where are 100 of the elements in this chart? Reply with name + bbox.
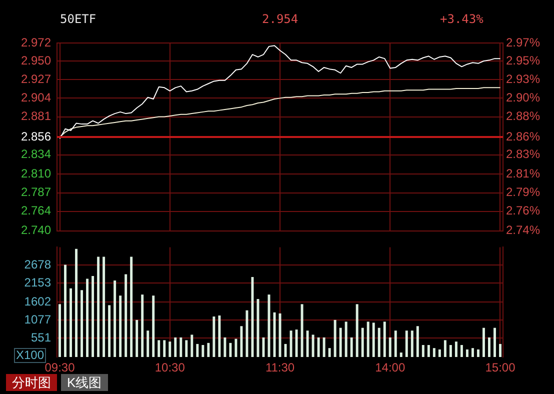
- bar: [86, 278, 89, 357]
- bar: [300, 304, 304, 357]
- y-tick-label: 2678: [24, 257, 52, 272]
- y2-tick-label: 2.97%: [506, 36, 540, 50]
- y-tick-label: 2.927: [20, 72, 52, 86]
- y2-tick-label: 2.74%: [506, 223, 540, 238]
- bar: [207, 342, 210, 357]
- bar: [366, 322, 370, 357]
- y-tick-label: 2.950: [20, 53, 52, 68]
- bar: [268, 294, 270, 357]
- bar: [322, 337, 326, 357]
- bar: [212, 316, 216, 357]
- chart-title: 50ETF: [60, 12, 96, 26]
- bar: [229, 342, 232, 357]
- bar: [185, 340, 188, 357]
- bar: [394, 330, 397, 357]
- bar: [174, 337, 177, 357]
- bar: [444, 340, 446, 357]
- x-tick-label: 11:30: [265, 360, 295, 375]
- bar: [356, 304, 358, 357]
- y2-tick-label: 2.90%: [506, 90, 540, 104]
- bar: [306, 330, 309, 357]
- bar: [416, 326, 419, 357]
- text: 分时图: [6, 374, 57, 391]
- bar: [449, 344, 452, 357]
- x-tick-label: 15:00: [485, 360, 516, 375]
- bar: [438, 349, 441, 357]
- y2-tick-label: 2.83%: [506, 147, 540, 162]
- bar: [108, 305, 111, 357]
- y-tick-label: 2.810: [20, 166, 52, 181]
- y-tick-label: 1077: [24, 312, 52, 326]
- bar: [378, 328, 380, 357]
- y-tick-label: 2.972: [20, 36, 52, 50]
- bar: [75, 248, 78, 357]
- bar: [471, 348, 474, 357]
- bar: [328, 348, 331, 357]
- bar: [58, 304, 61, 357]
- bar: [290, 330, 292, 357]
- text: 2.954: [262, 12, 298, 26]
- bar: [224, 337, 226, 357]
- bar: [256, 299, 260, 357]
- bar: [92, 276, 94, 357]
- bar: [476, 349, 480, 357]
- bar: [432, 348, 436, 357]
- text: K线图: [61, 374, 108, 391]
- bar: [141, 294, 144, 357]
- x-tick-label: 10:30: [154, 360, 186, 375]
- y2-tick-label: 2.95%: [506, 53, 540, 68]
- y-tick-label: 2.764: [20, 204, 52, 218]
- bar: [190, 334, 194, 357]
- bar: [361, 328, 364, 357]
- y2-tick-label: 2.93%: [506, 72, 540, 86]
- x-tick-label: 14:00: [375, 360, 406, 375]
- y-tick-label: 2.856: [20, 129, 52, 144]
- bar: [383, 322, 386, 357]
- bar: [317, 337, 320, 357]
- y-tick-label: 2.904: [20, 90, 52, 104]
- bar: [499, 344, 502, 357]
- bar: [234, 338, 238, 357]
- bar: [130, 256, 133, 357]
- bar: [494, 328, 496, 357]
- bar: [136, 320, 138, 357]
- y2-tick-label: 2.86%: [506, 129, 540, 144]
- bar: [262, 337, 265, 357]
- y2-tick-label: 2.88%: [506, 109, 540, 124]
- bar: [80, 290, 84, 357]
- y-axis-title: X100: [14, 348, 46, 363]
- bar: [466, 349, 468, 357]
- bar: [64, 264, 66, 357]
- bar: [422, 344, 424, 357]
- y2-tick-label: 2.81%: [506, 166, 540, 181]
- bar: [114, 280, 116, 357]
- bar: [482, 328, 485, 357]
- bar: [410, 330, 414, 357]
- bar: [454, 342, 458, 357]
- bar: [146, 330, 150, 357]
- y-tick-label: 2153: [24, 275, 52, 290]
- y2-tick-label: 2.79%: [506, 185, 540, 200]
- text: +3.43%: [440, 12, 484, 26]
- y2-tick-label: 2.76%: [506, 204, 540, 218]
- y-tick-label: 2.740: [20, 223, 52, 238]
- bar: [240, 326, 243, 357]
- bar: [158, 340, 160, 357]
- y-tick-label: 551: [30, 330, 52, 344]
- bar: [124, 274, 128, 357]
- bar: [70, 288, 72, 357]
- bar: [196, 344, 199, 357]
- bar: [344, 322, 348, 357]
- bar: [295, 330, 298, 357]
- bar: [400, 352, 402, 357]
- bar: [119, 296, 122, 357]
- x-tick-label: 09:30: [44, 360, 76, 375]
- bar: [350, 337, 353, 357]
- y-tick-label: 2.834: [20, 147, 52, 162]
- bar: [334, 320, 336, 357]
- bar: [460, 344, 463, 357]
- bar: [405, 330, 408, 357]
- bar: [163, 340, 166, 357]
- bar: [388, 337, 392, 357]
- bar: [152, 296, 155, 357]
